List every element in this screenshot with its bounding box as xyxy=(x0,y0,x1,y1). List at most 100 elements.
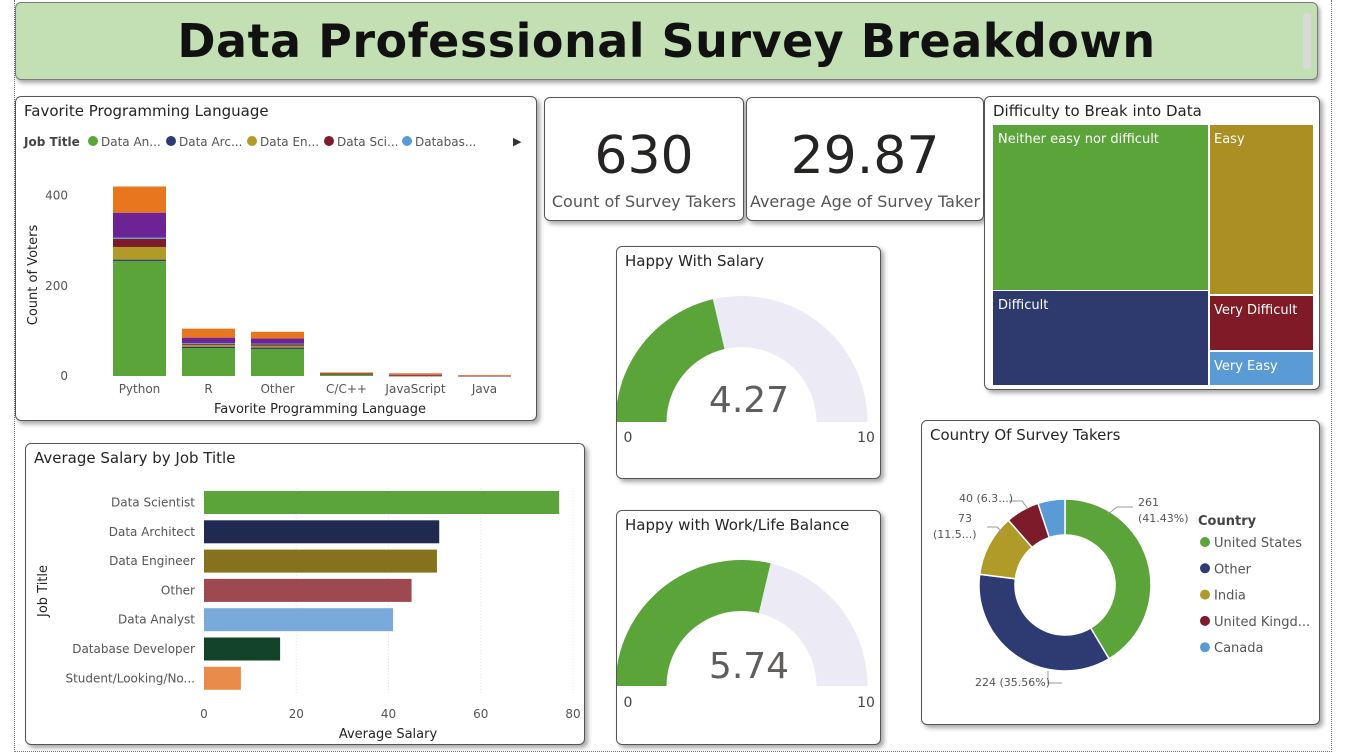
legend-swatch-icon[interactable] xyxy=(402,136,412,146)
gauge-fill xyxy=(617,560,771,686)
bar-segment[interactable] xyxy=(389,375,442,377)
bar[interactable] xyxy=(204,578,412,602)
scrollbar[interactable] xyxy=(1303,13,1311,69)
bar[interactable] xyxy=(204,637,281,661)
bar-segment[interactable] xyxy=(458,375,511,377)
bar-segment[interactable] xyxy=(182,344,235,347)
bar[interactable] xyxy=(204,666,241,690)
bars[interactable] xyxy=(113,186,511,377)
legend-swatch-icon[interactable] xyxy=(324,136,334,146)
bar-segment[interactable] xyxy=(251,343,304,345)
treemap-tile-easy[interactable] xyxy=(1210,125,1313,294)
bar-segment[interactable] xyxy=(113,260,166,376)
country-chart-card[interactable]: Country Of Survey Takers 261 (41.43%) 40… xyxy=(921,420,1320,725)
bar-segment[interactable] xyxy=(113,212,166,238)
legend-item-label[interactable]: Data Sci... xyxy=(337,135,398,149)
legend-item-label[interactable]: Data Arc... xyxy=(179,135,242,149)
donut-slice[interactable] xyxy=(1037,498,1066,539)
language-chart[interactable]: Job Title Data An... Data Arc... Data En..… xyxy=(16,97,536,420)
bar-segment[interactable] xyxy=(113,246,166,260)
difficulty-treemap-card[interactable]: Difficulty to Break into Data Neither ea… xyxy=(984,96,1320,390)
legend[interactable]: Data An... Data Arc... Data En... Data Sci.… xyxy=(88,135,476,149)
x-tick-label: R xyxy=(204,382,212,396)
legend-swatch-icon[interactable] xyxy=(1200,537,1210,547)
legend-swatch-icon[interactable] xyxy=(1200,642,1210,653)
x-tick-label: 20 xyxy=(289,707,304,721)
legend[interactable]: United States Other India United Kingd... Ca… xyxy=(1200,536,1310,656)
legend-swatch-icon[interactable] xyxy=(1200,563,1210,574)
data-label-uk: 40 (6.3...) xyxy=(959,492,1013,505)
bar-segment[interactable] xyxy=(251,331,304,339)
bar-segment[interactable] xyxy=(113,237,166,239)
kpi-count-card[interactable]: 630 Count of Survey Takers xyxy=(544,97,744,221)
bars[interactable]: Data Scientist Data Architect Data Enginee… xyxy=(65,491,560,690)
bar-segment[interactable] xyxy=(320,372,373,374)
language-chart-card[interactable]: Favorite Programming Language Job Title … xyxy=(15,96,537,421)
bar-segment[interactable] xyxy=(182,346,235,349)
legend-swatch-icon[interactable] xyxy=(247,136,257,146)
legend-item-label[interactable]: Data An... xyxy=(101,135,161,149)
donut-slice[interactable] xyxy=(1064,498,1152,660)
treemap-tile-very-easy[interactable] xyxy=(1210,352,1313,385)
bar-segment[interactable] xyxy=(182,337,235,344)
bar[interactable] xyxy=(204,549,437,573)
bar-segment[interactable] xyxy=(251,345,304,348)
bar[interactable] xyxy=(204,608,394,632)
legend-swatch-icon[interactable] xyxy=(88,136,98,146)
treemap-tile-difficult[interactable] xyxy=(993,291,1208,385)
bar-segment[interactable] xyxy=(113,259,166,261)
gauge-salary[interactable]: 4.27 0 10 xyxy=(617,247,880,478)
y-axis-title: Count of Voters xyxy=(26,225,41,326)
legend-item-label[interactable]: Databas... xyxy=(415,135,476,149)
country-donut-chart[interactable]: 261 (41.43%) 40 (6.3...) 73 (11.5...) 22… xyxy=(922,421,1319,724)
salary-chart-card[interactable]: Average Salary by Job Title 0 20 40 60 80 Da… xyxy=(25,443,585,745)
legend-title: Country xyxy=(1198,514,1257,529)
donut-slice[interactable] xyxy=(978,573,1111,672)
gauge-balance-card[interactable]: Happy with Work/Life Balance 5.74 0 10 xyxy=(616,510,881,745)
legend-swatch-icon[interactable] xyxy=(1200,589,1210,600)
legend-item-label[interactable]: India xyxy=(1214,589,1246,604)
legend-item-label[interactable]: Other xyxy=(1214,562,1252,577)
bar[interactable] xyxy=(204,491,560,514)
axes: 0 200 400 Python R Other C/C++ JavaScript Java xyxy=(45,189,497,396)
gauge-balance[interactable]: 5.74 0 10 xyxy=(617,511,880,744)
kpi-age-value: 29.87 xyxy=(790,126,940,186)
treemap-tile-neither[interactable] xyxy=(993,125,1208,290)
treemap-tile-very-difficult[interactable] xyxy=(1210,296,1313,350)
bar-segment[interactable] xyxy=(182,343,235,345)
x-tick-label: Other xyxy=(260,382,294,396)
treemap-label: Easy xyxy=(1214,132,1245,147)
bar-segment[interactable] xyxy=(251,348,304,376)
legend-item-label[interactable]: United Kingd... xyxy=(1214,615,1310,630)
bar-segment[interactable] xyxy=(182,348,235,376)
data-label-leaders xyxy=(987,500,1133,684)
kpi-age-card[interactable]: 29.87 Average Age of Survey Taker xyxy=(746,97,984,221)
bar-segment[interactable] xyxy=(182,328,235,338)
x-axis-title: Favorite Programming Language xyxy=(214,402,426,417)
legend-next-arrow[interactable]: ▶ xyxy=(513,135,522,148)
donut-slices[interactable] xyxy=(978,498,1152,672)
y-axis-title: Job Title xyxy=(36,565,51,618)
gauge-value: 5.74 xyxy=(709,646,789,687)
legend-item-label[interactable]: Data En... xyxy=(260,135,319,149)
legend-title: Job Title xyxy=(23,135,80,149)
bar-segment[interactable] xyxy=(251,343,304,346)
y-tick-label: Data Architect xyxy=(109,525,196,539)
legend-swatch-icon[interactable] xyxy=(1200,615,1210,626)
bar-segment[interactable] xyxy=(389,373,442,376)
bar-segment[interactable] xyxy=(251,338,304,344)
legend-item-label[interactable]: United States xyxy=(1214,536,1302,551)
x-tick-label: Java xyxy=(471,382,497,396)
bar[interactable] xyxy=(204,520,440,544)
legend-item-label[interactable]: Canada xyxy=(1214,641,1263,656)
bar-segment[interactable] xyxy=(113,238,166,247)
legend-swatch-icon[interactable] xyxy=(166,136,176,146)
bar-segment[interactable] xyxy=(251,347,304,349)
bar-segment[interactable] xyxy=(320,374,373,376)
difficulty-treemap[interactable]: Neither easy nor difficult Easy Difficul… xyxy=(985,97,1319,389)
gauge-fill xyxy=(617,299,725,422)
gauge-salary-card[interactable]: Happy With Salary 4.27 0 10 xyxy=(616,246,881,479)
bar-segment[interactable] xyxy=(113,186,166,213)
bar-segment[interactable] xyxy=(182,343,235,345)
